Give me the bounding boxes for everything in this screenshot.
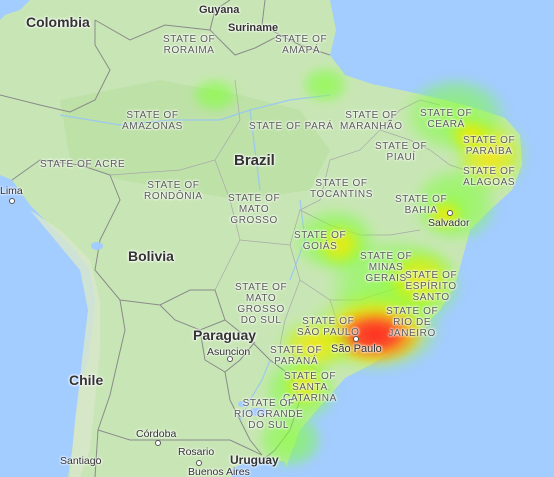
city-marker-santiago[interactable] <box>95 458 101 464</box>
lagoon <box>238 401 246 407</box>
city-marker-salvador[interactable] <box>447 210 453 216</box>
heatmap-layer <box>190 65 530 470</box>
city-marker-cordoba[interactable] <box>155 440 161 446</box>
city-marker-asuncion[interactable] <box>227 356 233 362</box>
city-marker-rosario[interactable] <box>196 460 202 466</box>
amazon-shade <box>60 80 330 200</box>
lake-titicaca <box>91 242 103 250</box>
caribbean-sea <box>0 0 30 20</box>
lagoa-dos-patos <box>248 408 268 416</box>
city-marker-sao-paulo[interactable] <box>353 336 359 342</box>
andes-shade <box>30 210 100 477</box>
city-marker-lima[interactable] <box>9 198 15 204</box>
